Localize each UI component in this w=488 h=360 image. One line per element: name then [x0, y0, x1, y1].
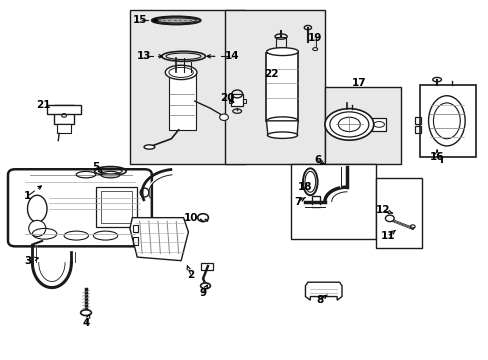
Ellipse shape — [144, 145, 155, 149]
Text: 11: 11 — [380, 231, 395, 240]
Bar — [311, 196, 319, 207]
Bar — [228, 99, 232, 103]
Bar — [414, 117, 420, 125]
Ellipse shape — [152, 17, 200, 24]
Text: 10: 10 — [183, 213, 198, 222]
Bar — [130, 10, 244, 164]
Text: 6: 6 — [313, 155, 321, 165]
Text: 18: 18 — [298, 182, 312, 192]
Ellipse shape — [200, 283, 210, 289]
FancyBboxPatch shape — [8, 169, 152, 246]
Text: 17: 17 — [351, 78, 366, 88]
Text: 3: 3 — [24, 256, 31, 266]
Text: 21: 21 — [36, 100, 51, 110]
Text: 19: 19 — [307, 33, 322, 43]
Ellipse shape — [81, 310, 91, 316]
Polygon shape — [305, 282, 341, 300]
Text: 9: 9 — [199, 288, 206, 298]
Text: 1: 1 — [24, 191, 31, 201]
Text: 8: 8 — [316, 295, 323, 305]
Ellipse shape — [385, 215, 393, 222]
Ellipse shape — [325, 109, 373, 140]
Bar — [371, 118, 385, 131]
Ellipse shape — [267, 132, 297, 138]
Polygon shape — [266, 121, 298, 135]
Bar — [96, 187, 137, 226]
Text: 5: 5 — [92, 162, 99, 172]
Ellipse shape — [219, 114, 228, 121]
Polygon shape — [130, 218, 188, 261]
Ellipse shape — [312, 48, 317, 50]
Text: 20: 20 — [220, 93, 234, 103]
Bar — [54, 105, 74, 125]
Bar — [243, 99, 246, 103]
Bar — [133, 237, 138, 244]
Ellipse shape — [266, 48, 298, 55]
Ellipse shape — [197, 214, 208, 222]
Bar — [414, 126, 420, 134]
Text: 12: 12 — [375, 206, 390, 216]
Ellipse shape — [165, 65, 197, 80]
Text: 22: 22 — [264, 69, 278, 79]
Bar — [290, 164, 375, 239]
Bar — [275, 37, 286, 51]
Bar — [419, 85, 475, 157]
Bar — [231, 94, 243, 107]
Bar — [375, 178, 422, 248]
Text: 14: 14 — [224, 51, 239, 61]
Ellipse shape — [29, 220, 46, 237]
Bar — [200, 263, 212, 270]
Text: 15: 15 — [132, 15, 146, 26]
Bar — [57, 124, 71, 134]
Bar — [224, 10, 325, 164]
Text: 16: 16 — [429, 152, 444, 162]
Bar — [47, 105, 81, 114]
Bar — [133, 225, 138, 232]
Text: 4: 4 — [82, 319, 89, 328]
Bar — [325, 87, 400, 164]
Ellipse shape — [27, 195, 47, 222]
Bar — [101, 191, 132, 223]
Text: 7: 7 — [294, 197, 301, 207]
Bar — [266, 53, 298, 121]
Ellipse shape — [266, 117, 298, 125]
Text: 2: 2 — [187, 270, 194, 280]
Text: 13: 13 — [137, 51, 151, 61]
Bar — [168, 72, 195, 130]
